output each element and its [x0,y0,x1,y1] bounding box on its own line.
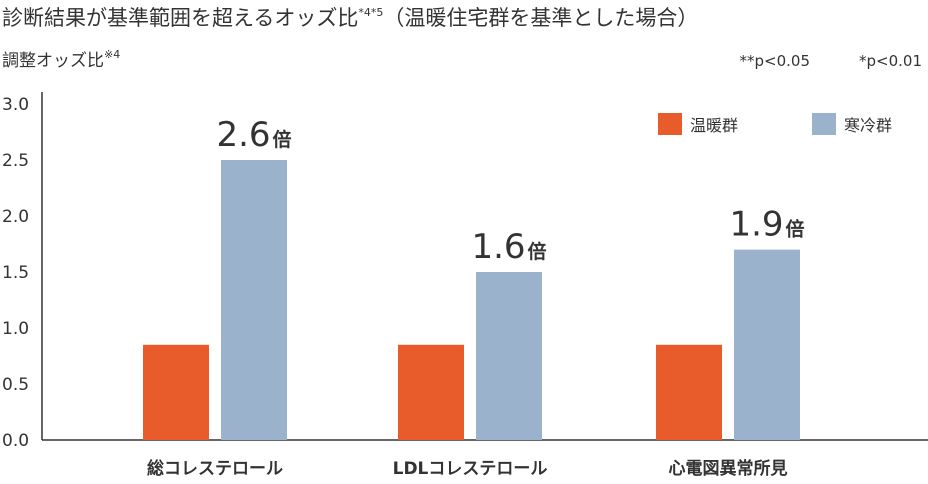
bar-warm-3 [656,344,722,440]
data-label-value: 1.6 [471,227,525,267]
category-label-2: LDLコレステロール [393,459,548,479]
chart-title-main: 診断結果が基準範囲を超えるオッズ比 [2,6,358,30]
data-label-value: 2.6 [216,115,270,155]
legend-swatch-warm [658,113,682,135]
legend-label-cold: 寒冷群 [844,116,892,135]
legend-label-warm: 温暖群 [690,116,738,135]
y-tick-labels: 0.0 0.5 1.0 1.5 2.0 2.5 3.0 [2,95,29,451]
subtitle-note: ※4 [104,48,120,61]
y-tick-label: 2.5 [2,151,29,171]
data-label-value: 1.9 [729,205,783,245]
y-tick-label: 0.0 [2,431,29,451]
legend-swatch-cold [812,113,836,135]
chart-title-note: *4*5 [358,6,383,19]
bar-cold-3 [734,249,800,440]
subtitle-main: 調整オッズ比 [2,51,104,71]
data-label-unit: 倍 [273,128,292,151]
chart-title: 診断結果が基準範囲を超えるオッズ比*4*5（温暖住宅群を基準とした場合） [2,6,698,30]
bar-warm-2 [398,344,464,440]
bar-cold-2 [476,272,542,440]
bar-warm-1 [143,344,209,440]
data-label-2: 1.6 倍 [471,227,546,267]
data-label-unit: 倍 [786,218,805,241]
y-tick-label: 2.0 [2,207,29,227]
bar-cold-1 [221,160,287,440]
category-label-3: 心電図異常所見 [669,458,788,479]
y-tick-label: 1.0 [2,319,29,339]
category-label-1: 総コレステロール [147,458,283,479]
y-tick-label: 0.5 [2,375,29,395]
chart-subtitle: 調整オッズ比※4 [2,48,120,71]
y-tick-label: 1.5 [2,263,29,283]
data-label-3: 1.9 倍 [729,205,804,245]
data-label-unit: 倍 [528,240,547,263]
chart-title-paren: （温暖住宅群を基準とした場合） [383,6,698,30]
category-labels: 総コレステロール LDLコレステロール 心電図異常所見 [147,458,788,479]
data-labels: 2.6 倍1.6 倍1.9 倍 [216,115,804,267]
data-label-1: 2.6 倍 [216,115,291,155]
legend: 温暖群 寒冷群 [658,113,892,135]
significance-note-double: **p<0.05 [740,52,811,70]
bars [143,160,800,440]
y-tick-label: 3.0 [2,95,29,115]
significance-note-single: *p<0.01 [859,52,922,70]
